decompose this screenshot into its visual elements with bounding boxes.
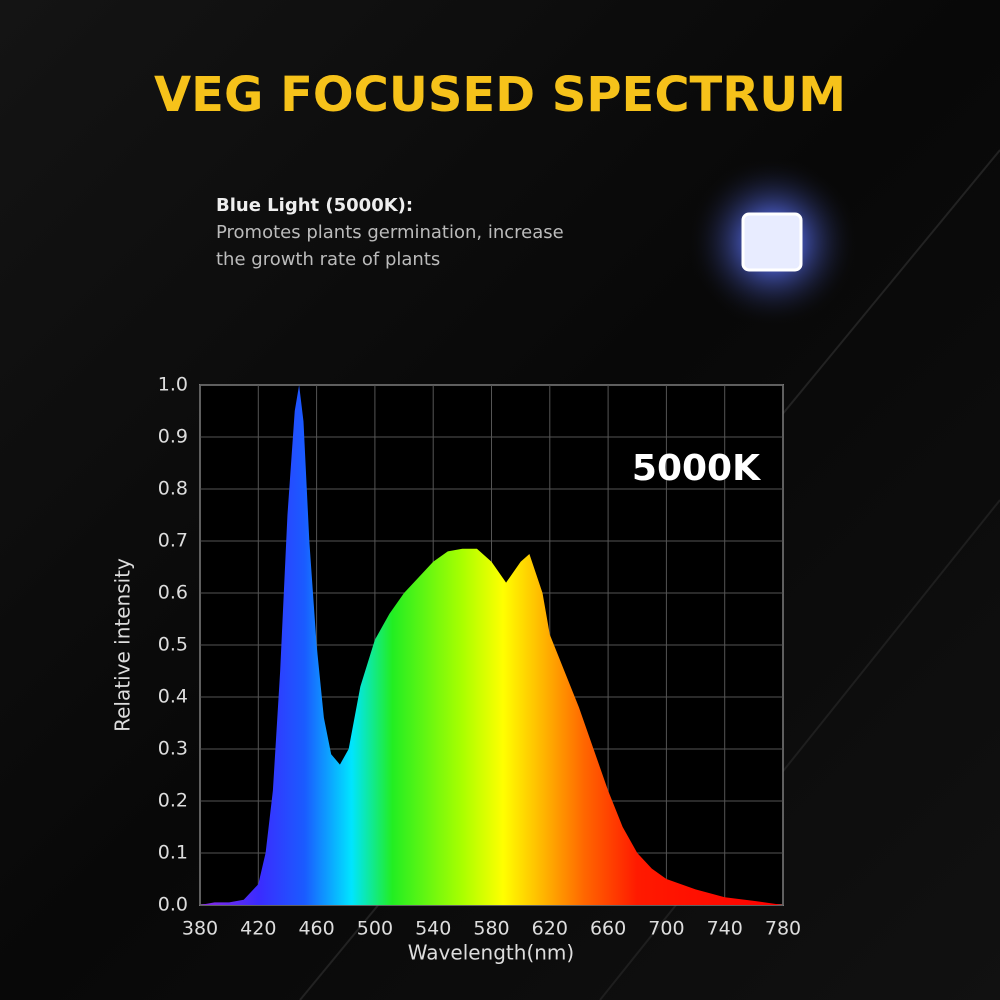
y-tick-label: 0.4 bbox=[158, 686, 188, 708]
y-tick-label: 1.0 bbox=[158, 374, 188, 396]
y-tick-label: 0.5 bbox=[158, 634, 188, 656]
x-tick-label: 660 bbox=[590, 918, 626, 940]
x-tick-label: 580 bbox=[473, 918, 509, 940]
led-chip bbox=[741, 212, 803, 272]
decor bbox=[599, 499, 1000, 1000]
x-tick-label: 460 bbox=[298, 918, 334, 940]
y-tick-label: 0.9 bbox=[158, 426, 188, 448]
x-tick-label: 500 bbox=[357, 918, 393, 940]
x-tick-label: 700 bbox=[648, 918, 684, 940]
x-tick-label: 780 bbox=[765, 918, 801, 940]
y-tick-label: 0.2 bbox=[158, 790, 188, 812]
annotation: 5000K bbox=[632, 448, 761, 489]
y-axis-label: Relative intensity bbox=[111, 558, 135, 732]
x-tick-label: 540 bbox=[415, 918, 451, 940]
x-tick-label: 380 bbox=[182, 918, 218, 940]
x-tick-label: 420 bbox=[240, 918, 276, 940]
x-axis-label: Wavelength(nm) bbox=[408, 941, 574, 965]
spectrum-area bbox=[200, 385, 783, 905]
y-tick-label: 0.7 bbox=[158, 530, 188, 552]
y-tick-label: 0.1 bbox=[158, 842, 188, 864]
y-tick-label: 0.8 bbox=[158, 478, 188, 500]
info-heading: Blue Light (5000K): bbox=[216, 195, 413, 216]
x-tick-label: 620 bbox=[532, 918, 568, 940]
info-line: Promotes plants germination, increase bbox=[216, 222, 564, 243]
title: VEG FOCUSED SPECTRUM bbox=[154, 67, 846, 123]
info-line: the growth rate of plants bbox=[216, 249, 440, 270]
y-tick-label: 0.6 bbox=[158, 582, 188, 604]
y-tick-label: 0.0 bbox=[158, 894, 188, 916]
y-tick-label: 0.3 bbox=[158, 738, 188, 760]
x-tick-label: 740 bbox=[707, 918, 743, 940]
